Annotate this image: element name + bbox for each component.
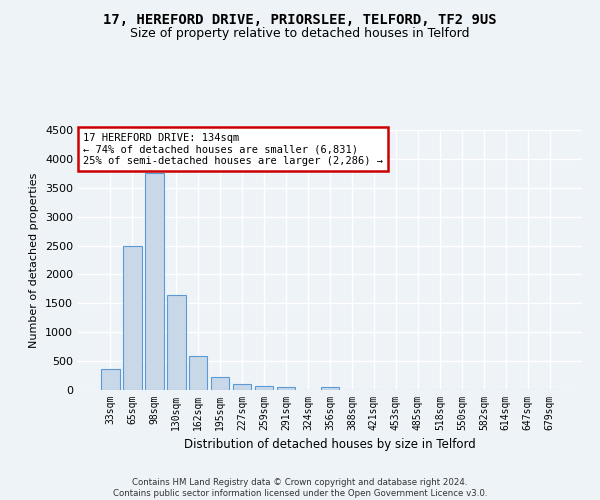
Bar (145, 174, 164, 390)
Bar (233, 384, 251, 390)
Bar (255, 386, 274, 390)
Bar (320, 386, 340, 390)
X-axis label: Distribution of detached houses by size in Telford: Distribution of detached houses by size … (184, 438, 476, 452)
Text: 17, HEREFORD DRIVE, PRIORSLEE, TELFORD, TF2 9US: 17, HEREFORD DRIVE, PRIORSLEE, TELFORD, … (103, 12, 497, 26)
Y-axis label: Number of detached properties: Number of detached properties (29, 172, 40, 348)
Bar (189, 356, 208, 390)
Text: Contains HM Land Registry data © Crown copyright and database right 2024.
Contai: Contains HM Land Registry data © Crown c… (113, 478, 487, 498)
Text: Size of property relative to detached houses in Telford: Size of property relative to detached ho… (130, 28, 470, 40)
Bar (277, 387, 295, 390)
Bar (101, 368, 119, 390)
Text: 17 HEREFORD DRIVE: 134sqm
← 74% of detached houses are smaller (6,831)
25% of se: 17 HEREFORD DRIVE: 134sqm ← 74% of detac… (83, 132, 383, 166)
Bar (123, 246, 142, 390)
Bar (211, 376, 229, 390)
Bar (167, 295, 185, 390)
